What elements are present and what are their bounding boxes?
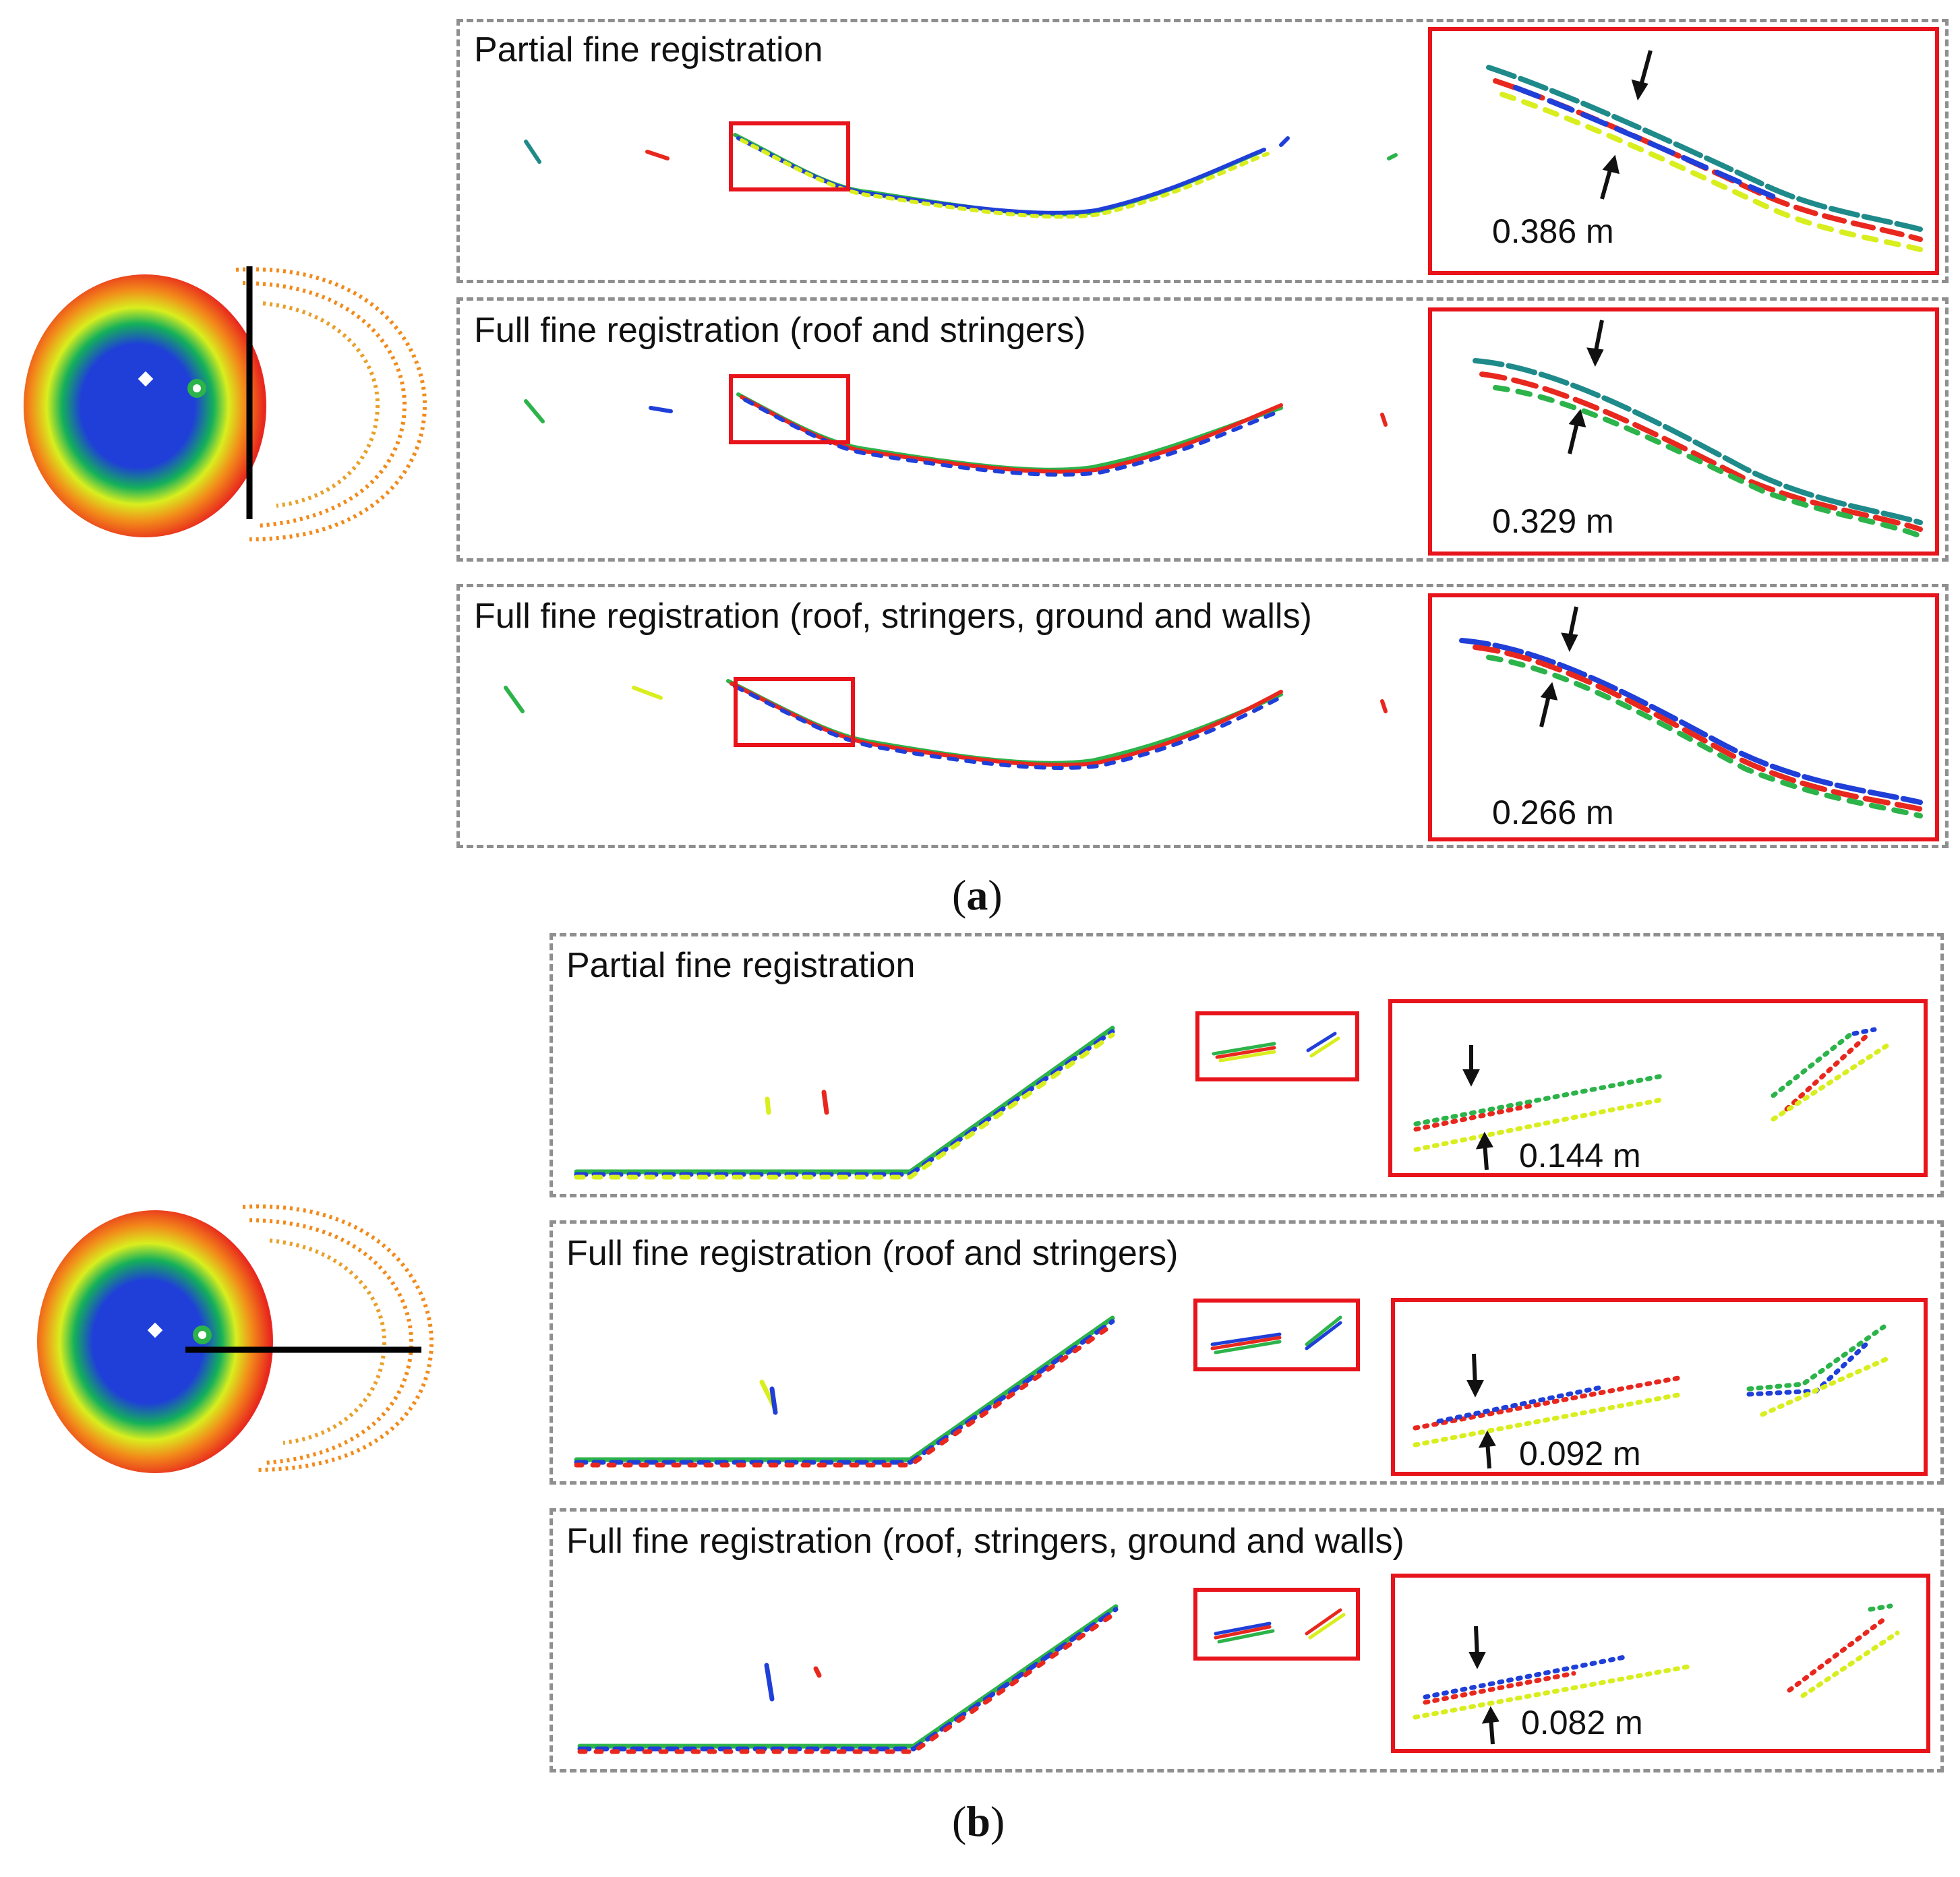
subfigure-label-b: (b) [952,1797,1005,1845]
zoom-detail-b1 [1413,1027,1891,1170]
panel-title: Full fine registration (roof and stringe… [474,311,1086,350]
section-profile-b3 [577,1604,1119,1754]
zoom-box-b3 [1391,1574,1930,1753]
measurement-label: 0.144 m [1519,1137,1641,1174]
highlight-detail-b2 [1210,1315,1342,1354]
panel-b-all-features [550,1508,1944,1772]
highlight-box-a1 [729,121,850,191]
outer-scan-rings-a [235,267,427,541]
panel-a-roof-stringers [456,297,1949,562]
section-profile-b1 [574,1025,1115,1180]
subfigure-label-a: (a) [952,871,1003,919]
panel-title: Full fine registration (roof, stringers,… [474,597,1312,636]
highlight-box-b2 [1193,1299,1360,1371]
highlight-detail-b1 [1212,1032,1340,1063]
measurement-label: 0.386 m [1492,212,1614,250]
panel-title: Partial fine registration [474,30,823,69]
panel-title: Full fine registration (roof, stringers,… [566,1522,1404,1561]
highlight-box-a2 [729,374,850,444]
zoom-detail-a2 [1473,320,1923,539]
panel-title: Partial fine registration [566,946,916,985]
arrow-icon [1568,320,1604,454]
zoom-box-b1 [1388,999,1928,1177]
zoom-detail-a3 [1459,606,1923,818]
measurement-label: 0.082 m [1521,1704,1643,1741]
arrow-icon [1600,50,1653,200]
zoom-box-b2 [1391,1298,1928,1476]
panel-a-all-features [456,584,1949,848]
zoom-box-a1 [1428,27,1939,275]
section-profile-a1 [524,133,1398,219]
arrow-icon [1539,606,1578,727]
section-profile-a3 [504,679,1388,770]
section-profile-a2 [524,392,1388,477]
panel-b-partial [550,933,1944,1197]
section-profile-b2 [574,1315,1115,1468]
measurement-label: 0.092 m [1519,1435,1641,1472]
measurement-label: 0.266 m [1492,794,1614,831]
scan-disc-b [37,1210,273,1473]
scan-disc-a [24,274,266,537]
overview-point-cloud-b [37,1204,434,1473]
scanner-center-b [193,1325,212,1344]
outer-scan-rings-b [242,1204,434,1472]
panel-b-roof-stringers [550,1220,1944,1485]
highlight-detail-b3 [1214,1608,1346,1644]
highlight-box-b1 [1195,1011,1359,1081]
zoom-detail-b2 [1413,1324,1893,1469]
highlight-box-b3 [1193,1588,1360,1661]
zoom-box-a2 [1428,307,1939,556]
panel-a-partial [456,19,1949,283]
measurement-label: 0.329 m [1492,502,1614,540]
zoom-detail-a1 [1486,50,1923,252]
zoom-box-a3 [1428,593,1939,841]
zoom-detail-b3 [1413,1603,1900,1745]
scanner-center-a [187,379,206,398]
highlight-box-a3 [734,677,855,747]
panel-title: Full fine registration (roof and stringe… [566,1234,1179,1273]
arrow-icon [1462,1045,1493,1170]
arrow-icon [1466,1353,1496,1469]
overview-point-cloud-a [24,266,427,541]
arrow-icon [1468,1626,1499,1745]
